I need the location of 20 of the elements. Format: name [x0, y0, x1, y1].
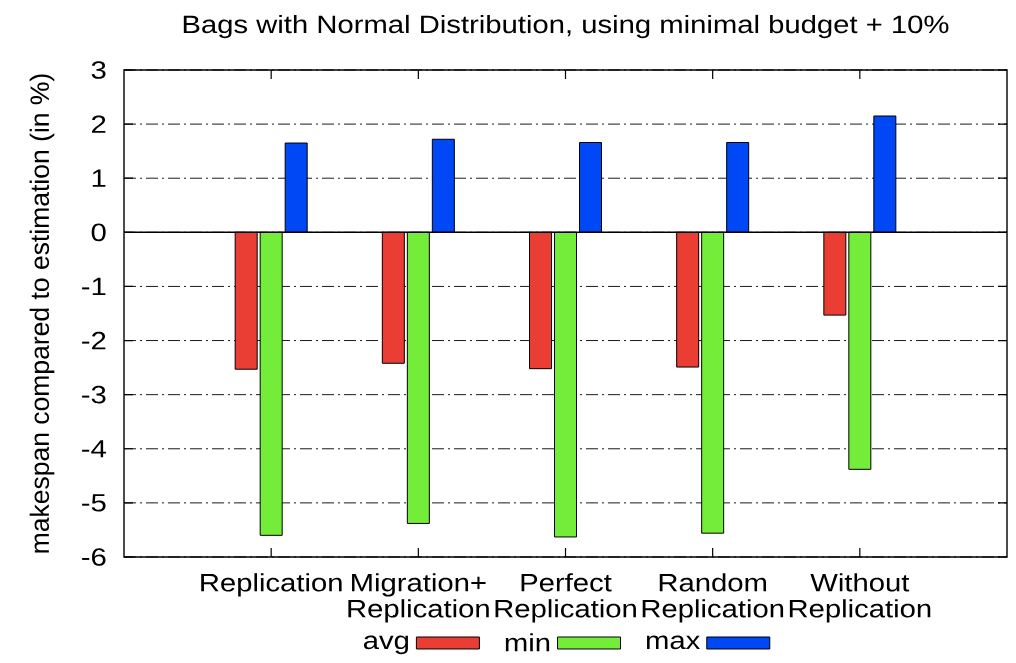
y-tick-label: 2	[92, 115, 106, 133]
y-tick-label: 1	[92, 169, 106, 187]
y-tick-label: -3	[82, 385, 106, 404]
y-tick-label: 0	[91, 223, 106, 242]
y-tick-label: -1	[82, 277, 106, 296]
chart-title: Bags with Normal Distribution, using minimal budget + 10%	[183, 14, 949, 39]
x-tick-label: Without Replication	[789, 573, 931, 623]
y-axis-title: makespan compared to estimation (in %)	[29, 74, 55, 553]
x-tick-label: Perfect Replication	[495, 573, 636, 623]
y-tick-label: -6	[82, 548, 106, 566]
y-tick-label: -2	[82, 331, 106, 350]
x-tick-label: Replication	[201, 573, 342, 597]
legend-label: min	[505, 633, 550, 652]
legend-label: max	[646, 635, 700, 650]
x-tick-label: Random Replication	[642, 573, 784, 623]
x-tick-label: Migration+ Replication	[348, 573, 489, 623]
y-tick-label: -5	[82, 494, 106, 512]
y-tick-label: 3	[91, 61, 106, 79]
y-tick-label: -4	[82, 440, 106, 458]
legend-label: avg	[363, 635, 408, 655]
